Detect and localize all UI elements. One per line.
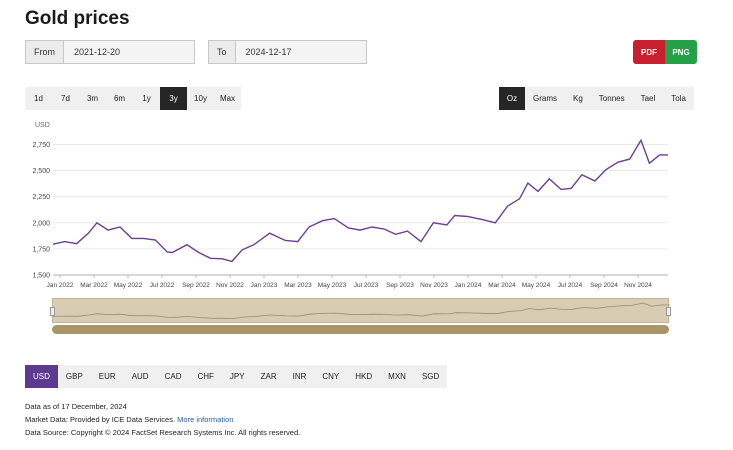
data-as-of-prefix: Data as of (25, 402, 60, 411)
from-label: From (26, 41, 64, 63)
navigator-right-handle[interactable] (666, 307, 671, 316)
x-tick-label: Jan 2022 (47, 282, 74, 289)
unit-button-tael[interactable]: Tael (640, 94, 656, 103)
market-data-text: Market Data: Provided by ICE Data Servic… (25, 415, 176, 424)
x-tick-label: Sep 2023 (386, 282, 414, 289)
y-axis-label: USD (35, 122, 50, 129)
unit-button-grams[interactable]: Grams (533, 94, 557, 103)
png-export-button[interactable]: PNG (665, 40, 697, 64)
navigator-scrollbar[interactable] (52, 325, 669, 334)
to-label: To (209, 41, 236, 63)
y-tick-label: 2,250 (32, 194, 50, 201)
x-tick-label: May 2024 (522, 282, 551, 289)
y-tick-label: 2,000 (32, 220, 50, 227)
range-button-10y[interactable]: 10y (194, 94, 207, 103)
to-date-field[interactable]: To 2024-12-17 (208, 40, 367, 64)
x-tick-label: Mar 2022 (80, 282, 108, 289)
x-tick-label: Sep 2024 (590, 282, 618, 289)
y-tick-label: 1,500 (32, 273, 50, 280)
range-button-1d[interactable]: 1d (34, 94, 43, 103)
x-tick-label: Nov 2022 (216, 282, 244, 289)
y-tick-label: 2,750 (32, 142, 50, 149)
page-title: Gold prices (25, 8, 130, 29)
x-axis-ticks: Jan 2022 Mar 2022 May 2022 Jul 2022 Sep 2022… (47, 275, 652, 289)
gold-price-chart: 1,500 1,750 2,000 2,250 2,500 2,750 Jan 2022 M… (32, 138, 668, 289)
currency-button-hkd[interactable]: HKD (355, 372, 373, 381)
from-date-input[interactable]: 2021-12-20 (64, 41, 194, 63)
range-button-1y[interactable]: 1y (142, 94, 151, 103)
range-button-3m[interactable]: 3m (86, 94, 99, 103)
unit-button-oz[interactable]: Oz (499, 87, 525, 110)
chart-navigator[interactable] (50, 298, 671, 323)
range-button-3y[interactable]: 3y (160, 87, 187, 110)
range-button-6m[interactable]: 6m (113, 94, 126, 103)
navigator-preview (53, 302, 670, 320)
y-axis-ticks: 1,500 1,750 2,000 2,250 2,500 2,750 (32, 142, 50, 280)
more-information-link[interactable]: More information (177, 415, 234, 424)
x-tick-label: Nov 2023 (420, 282, 448, 289)
x-tick-label: May 2022 (114, 282, 143, 289)
currency-button-zar[interactable]: ZAR (260, 372, 277, 381)
navigator-left-handle[interactable] (50, 307, 55, 316)
x-tick-label: Sep 2022 (182, 282, 210, 289)
currency-button-chf[interactable]: CHF (197, 372, 214, 381)
unit-button-tonnes[interactable]: Tonnes (598, 94, 625, 103)
x-tick-label: Jan 2024 (455, 282, 482, 289)
x-tick-label: Mar 2023 (284, 282, 312, 289)
pdf-export-button[interactable]: PDF (633, 40, 665, 64)
range-button-max[interactable]: Max (219, 94, 236, 103)
x-tick-label: Jul 2024 (558, 282, 583, 289)
y-tick-label: 2,500 (32, 168, 50, 175)
currency-button-cad[interactable]: CAD (164, 372, 182, 381)
x-tick-label: Jul 2023 (354, 282, 379, 289)
currency-button-usd[interactable]: USD (25, 365, 58, 388)
currency-button-sgd[interactable]: SGD (421, 372, 440, 381)
y-tick-label: 1,750 (32, 246, 50, 253)
currency-button-inr[interactable]: INR (292, 372, 307, 381)
from-date-field[interactable]: From 2021-12-20 (25, 40, 195, 64)
x-tick-label: May 2023 (318, 282, 347, 289)
chart-grid (53, 144, 668, 276)
market-data-note: Market Data: Provided by ICE Data Servic… (25, 415, 233, 424)
x-tick-label: Jan 2023 (251, 282, 278, 289)
to-date-input[interactable]: 2024-12-17 (235, 41, 366, 63)
unit-button-kg[interactable]: Kg (573, 94, 583, 103)
x-tick-label: Nov 2024 (624, 282, 652, 289)
currency-button-mxn[interactable]: MXN (388, 372, 406, 381)
currency-button-jpy[interactable]: JPY (229, 372, 245, 381)
unit-selector: Oz Grams Kg Tonnes Tael Tola (499, 87, 694, 110)
currency-button-gbp[interactable]: GBP (65, 372, 83, 381)
navigator-line (53, 302, 670, 320)
x-tick-label: Jul 2022 (150, 282, 175, 289)
unit-button-tola[interactable]: Tola (671, 94, 686, 103)
range-button-7d[interactable]: 7d (61, 94, 70, 103)
currency-button-eur[interactable]: EUR (98, 372, 116, 381)
data-as-of-date: 17 December, 2024 (61, 402, 127, 411)
data-as-of: Data as of 17 December, 2024 (25, 402, 127, 411)
currency-button-aud[interactable]: AUD (131, 372, 149, 381)
range-selector: 1d 7d 3m 6m 1y 3y 10y Max (25, 87, 241, 110)
currency-selector: USD GBP EUR AUD CAD CHF JPY ZAR INR CNY HKD MXN SGD (25, 365, 448, 388)
x-tick-label: Mar 2024 (488, 282, 516, 289)
gold-price-line (52, 138, 668, 263)
data-source-note: Data Source: Copyright © 2024 FactSet Re… (25, 428, 301, 437)
currency-button-cny[interactable]: CNY (322, 372, 340, 381)
